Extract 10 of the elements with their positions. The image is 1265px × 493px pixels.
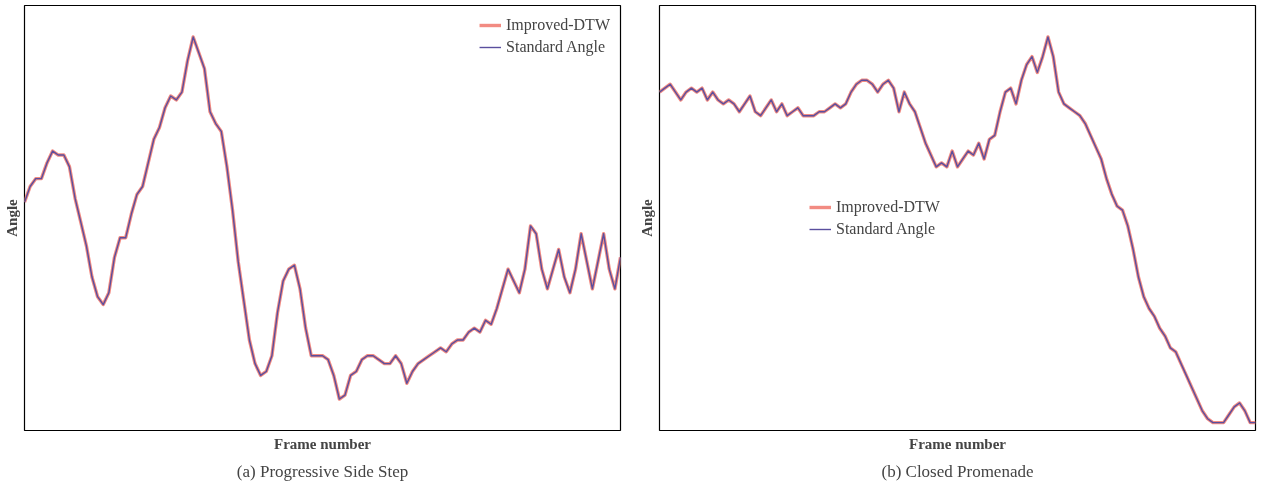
x-axis-title: Frame number: [273, 435, 372, 452]
x-axis-title: Frame number: [908, 435, 1007, 452]
legend-label: Improved-DTW: [836, 197, 940, 216]
legend-label: Standard Angle: [506, 38, 606, 56]
legend-label: Standard Angle: [836, 219, 936, 238]
text: (a) Progressive Side Step: [236, 461, 409, 481]
y-axis-title: Angle: [3, 198, 20, 237]
legend-label: Improved-DTW: [506, 16, 610, 34]
y-axis-title: Angle: [638, 198, 655, 237]
text: (b) Closed Promenade: [881, 461, 1034, 481]
